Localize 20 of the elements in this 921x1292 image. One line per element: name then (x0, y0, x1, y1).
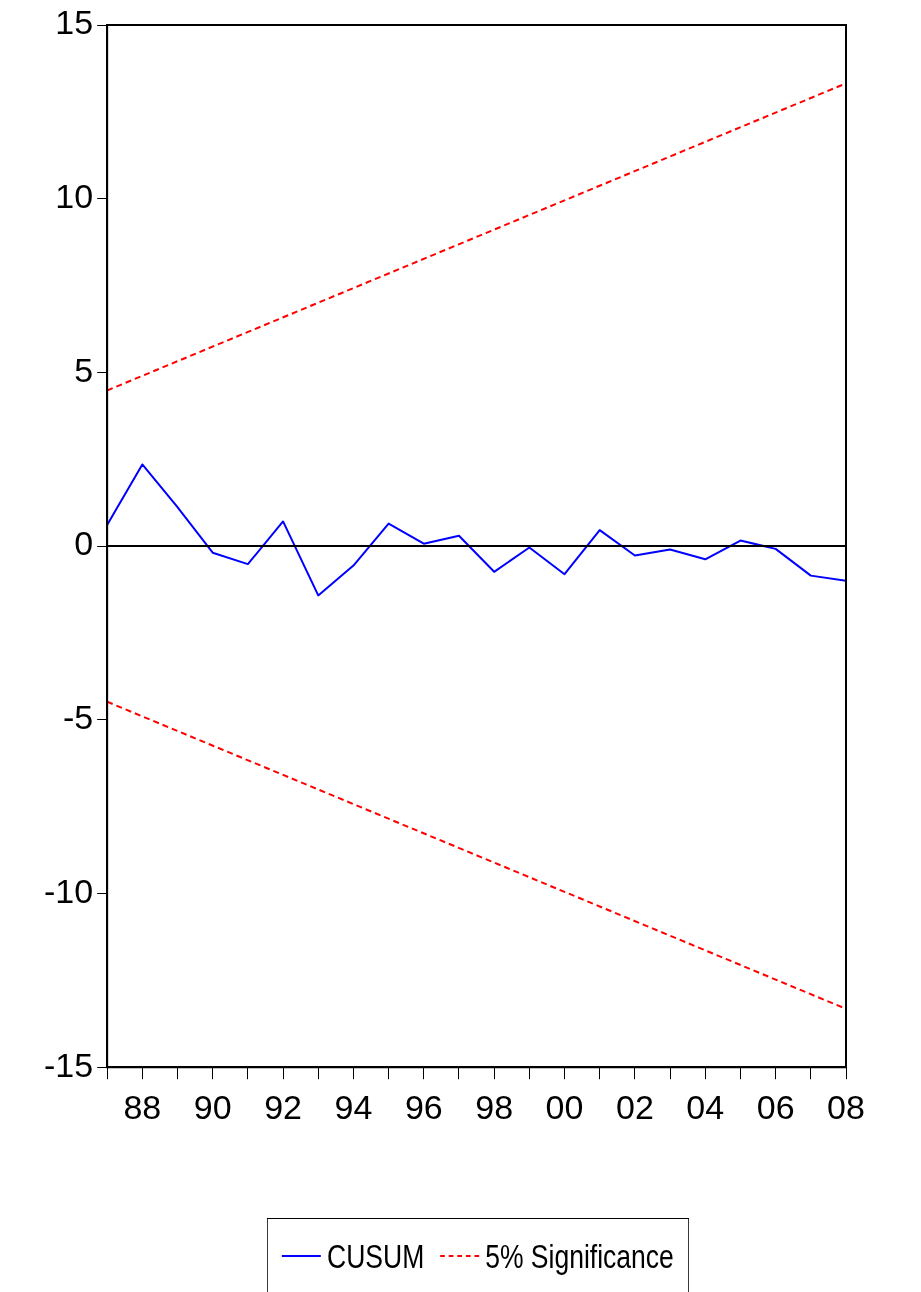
y-tick-label: 15 (55, 3, 94, 42)
x-tick-label: 08 (827, 1087, 865, 1126)
x-tick-label: 88 (123, 1087, 162, 1126)
y-tick-label: -5 (62, 698, 94, 737)
y-tick-label: 0 (74, 524, 94, 563)
x-tick-label: 02 (615, 1087, 654, 1126)
y-tick-label: 10 (55, 177, 94, 216)
y-tick-label: 5 (74, 350, 94, 389)
x-tick-label: 94 (334, 1087, 373, 1126)
x-tick-label: 04 (686, 1087, 725, 1126)
x-tick-label: 98 (475, 1087, 514, 1126)
x-tick-label: 00 (545, 1087, 584, 1126)
y-tick-label: -15 (44, 1045, 94, 1084)
x-tick-label: 06 (756, 1087, 795, 1126)
x-tick-label: 90 (193, 1087, 232, 1126)
x-tick-label: 96 (404, 1087, 443, 1126)
legend-label: CUSUM (327, 1236, 425, 1276)
legend-label: 5% Significance (485, 1236, 674, 1276)
x-tick-label: 92 (264, 1087, 302, 1126)
y-tick-label: -10 (44, 871, 94, 910)
